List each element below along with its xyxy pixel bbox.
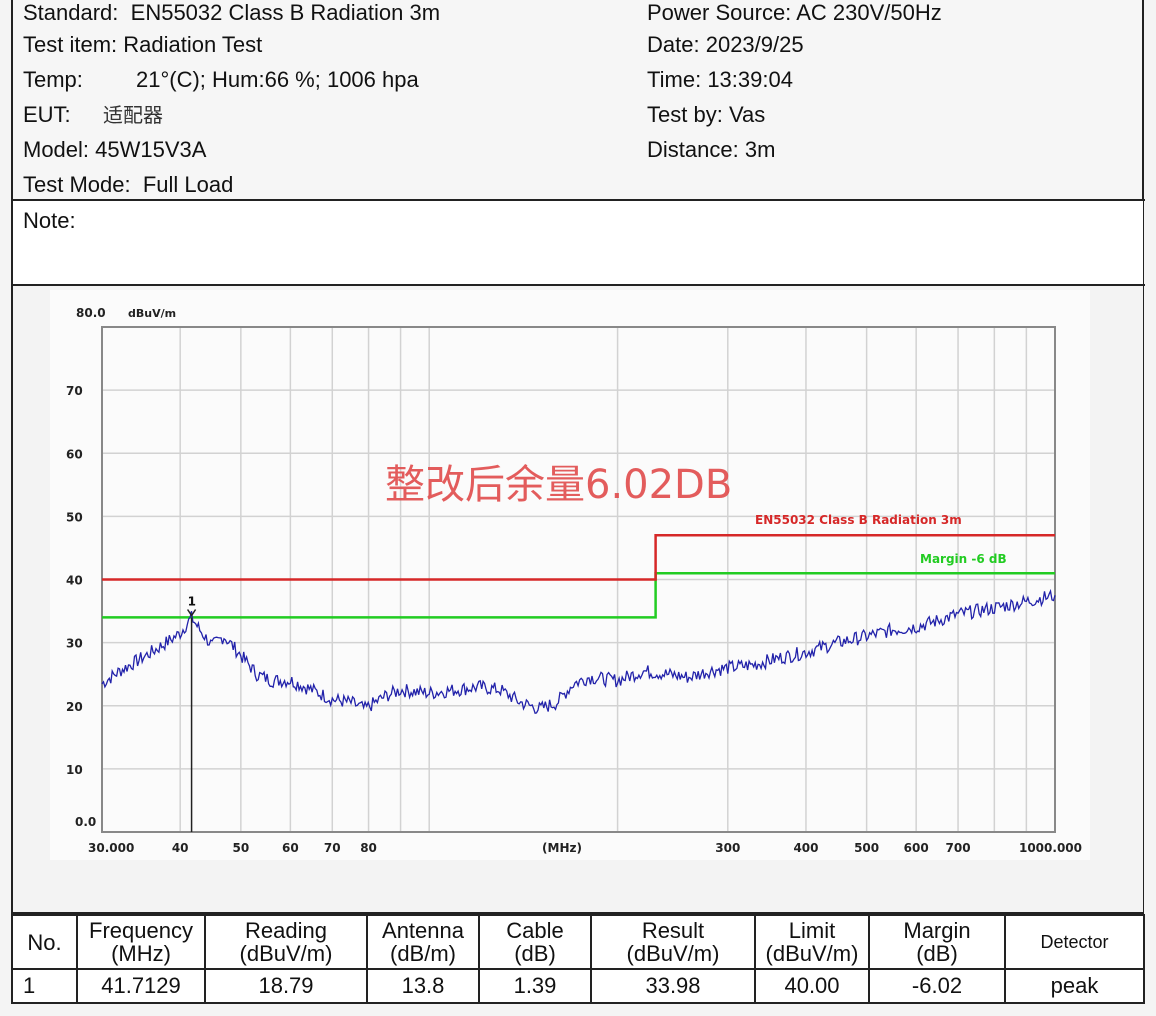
svg-text:400: 400 [793, 841, 818, 855]
table-row: 1 41.7129 18.79 13.8 1.39 33.98 40.00 -6… [11, 968, 1145, 1004]
date-row: Date: 2023/9/25 [647, 33, 804, 57]
test-by-value: Vas [728, 102, 766, 127]
svg-text:30: 30 [66, 637, 83, 651]
standard-row: Standard: EN55032 Class B Radiation 3m [23, 1, 440, 25]
legend-margin-label: Margin -6 dB [920, 552, 1007, 566]
svg-text:(MHz): (MHz) [542, 841, 582, 855]
measurement-trace [101, 588, 1056, 714]
svg-text:600: 600 [904, 841, 929, 855]
svg-text:40: 40 [66, 574, 83, 588]
cell-frequency: 41.7129 [76, 968, 206, 1004]
divider [11, 199, 1145, 201]
svg-text:40: 40 [172, 841, 189, 855]
time-row: Time: 13:39:04 [647, 68, 793, 92]
test-item-row: Test item: Radiation Test [23, 33, 262, 57]
test-by-label: Test by: [647, 102, 723, 127]
eut-row: EUT: 适配器 [23, 102, 163, 128]
peak-marker: 1 [186, 595, 197, 832]
annotation-text: 整改后余量6.02DB [385, 462, 732, 508]
svg-text:60: 60 [66, 447, 83, 461]
test-by-row: Test by: Vas [647, 103, 765, 127]
svg-text:60: 60 [282, 841, 299, 855]
date-label: Date: [647, 32, 700, 57]
standard-label: Standard: [23, 0, 119, 25]
test-item-label: Test item: [23, 32, 118, 57]
svg-text:1000.000: 1000.000 [1019, 841, 1082, 855]
col-reading: Reading (dBuV/m) [204, 914, 368, 970]
svg-text:0.0: 0.0 [75, 815, 96, 829]
model-label: Model: [23, 137, 90, 162]
distance-label: Distance: [647, 137, 739, 162]
model-value: 45W15V3A [95, 137, 207, 162]
cell-limit: 40.00 [754, 968, 870, 1004]
svg-text:50: 50 [66, 510, 83, 524]
table-header-row: No. Frequency (MHz) Reading (dBuV/m) Anten… [11, 914, 1145, 970]
svg-text:10: 10 [66, 763, 83, 777]
note-section [13, 201, 1143, 284]
col-no: No. [11, 914, 78, 970]
power-source-label: Power Source: [647, 0, 792, 25]
cell-detector: peak [1004, 968, 1145, 1004]
standard-value: EN55032 Class B Radiation 3m [130, 0, 441, 25]
col-limit: Limit (dBuV/m) [754, 914, 870, 970]
cell-margin: -6.02 [868, 968, 1006, 1004]
cell-reading: 18.79 [204, 968, 368, 1004]
test-mode-value: Full Load [142, 172, 234, 197]
svg-text:70: 70 [66, 384, 83, 398]
svg-text:70: 70 [324, 841, 341, 855]
svg-text:300: 300 [715, 841, 740, 855]
svg-text:50: 50 [232, 841, 249, 855]
power-source-row: Power Source: AC 230V/50Hz [647, 1, 942, 25]
temp-row: Temp: 21°(C); Hum:66 %; 1006 hpa [23, 68, 419, 92]
svg-text:20: 20 [66, 700, 83, 714]
model-row: Model: 45W15V3A [23, 138, 206, 162]
power-source-value: AC 230V/50Hz [796, 0, 942, 25]
eut-value: 适配器 [103, 103, 163, 127]
svg-text:30.000: 30.000 [88, 841, 134, 855]
svg-text:700: 700 [946, 841, 971, 855]
time-value: 13:39:04 [707, 67, 793, 92]
temp-label: Temp: [23, 67, 83, 92]
temp-value: 21°(C); Hum:66 %; 1006 hpa [136, 67, 419, 92]
note-label: Note: [23, 208, 76, 233]
legend-limit-label: EN55032 Class B Radiation 3m [755, 513, 962, 527]
col-antenna: Antenna (dB/m) [366, 914, 480, 970]
axis-labels: 80.0 dBuV/m 70 60 50 40 30 20 10 0.0 30.000 40 50 60 7… [66, 306, 1082, 855]
cell-no: 1 [11, 968, 78, 1004]
svg-text:80: 80 [360, 841, 377, 855]
cell-antenna: 13.8 [366, 968, 480, 1004]
results-table: No. Frequency (MHz) Reading (dBuV/m) Anten… [11, 914, 1145, 1004]
svg-text:80.0: 80.0 [76, 306, 106, 320]
time-label: Time: [647, 67, 702, 92]
col-result: Result (dBuV/m) [590, 914, 756, 970]
date-value: 2023/9/25 [705, 32, 804, 57]
col-margin: Margin (dB) [868, 914, 1006, 970]
divider [11, 284, 1145, 286]
eut-label: EUT: [23, 102, 71, 127]
test-mode-row: Test Mode: Full Load [23, 173, 233, 197]
cell-result: 33.98 [590, 968, 756, 1004]
svg-text:500: 500 [854, 841, 879, 855]
distance-row: Distance: 3m [647, 138, 775, 162]
col-cable: Cable (dB) [478, 914, 592, 970]
col-detector: Detector [1004, 914, 1145, 970]
test-mode-label: Test Mode: [23, 172, 131, 197]
distance-value: 3m [744, 137, 776, 162]
limit-lines [102, 534, 1055, 619]
cell-cable: 1.39 [478, 968, 592, 1004]
svg-text:dBuV/m: dBuV/m [128, 307, 176, 320]
col-frequency: Frequency (MHz) [76, 914, 206, 970]
svg-text:1: 1 [188, 595, 196, 609]
test-item-value: Radiation Test [123, 32, 263, 57]
